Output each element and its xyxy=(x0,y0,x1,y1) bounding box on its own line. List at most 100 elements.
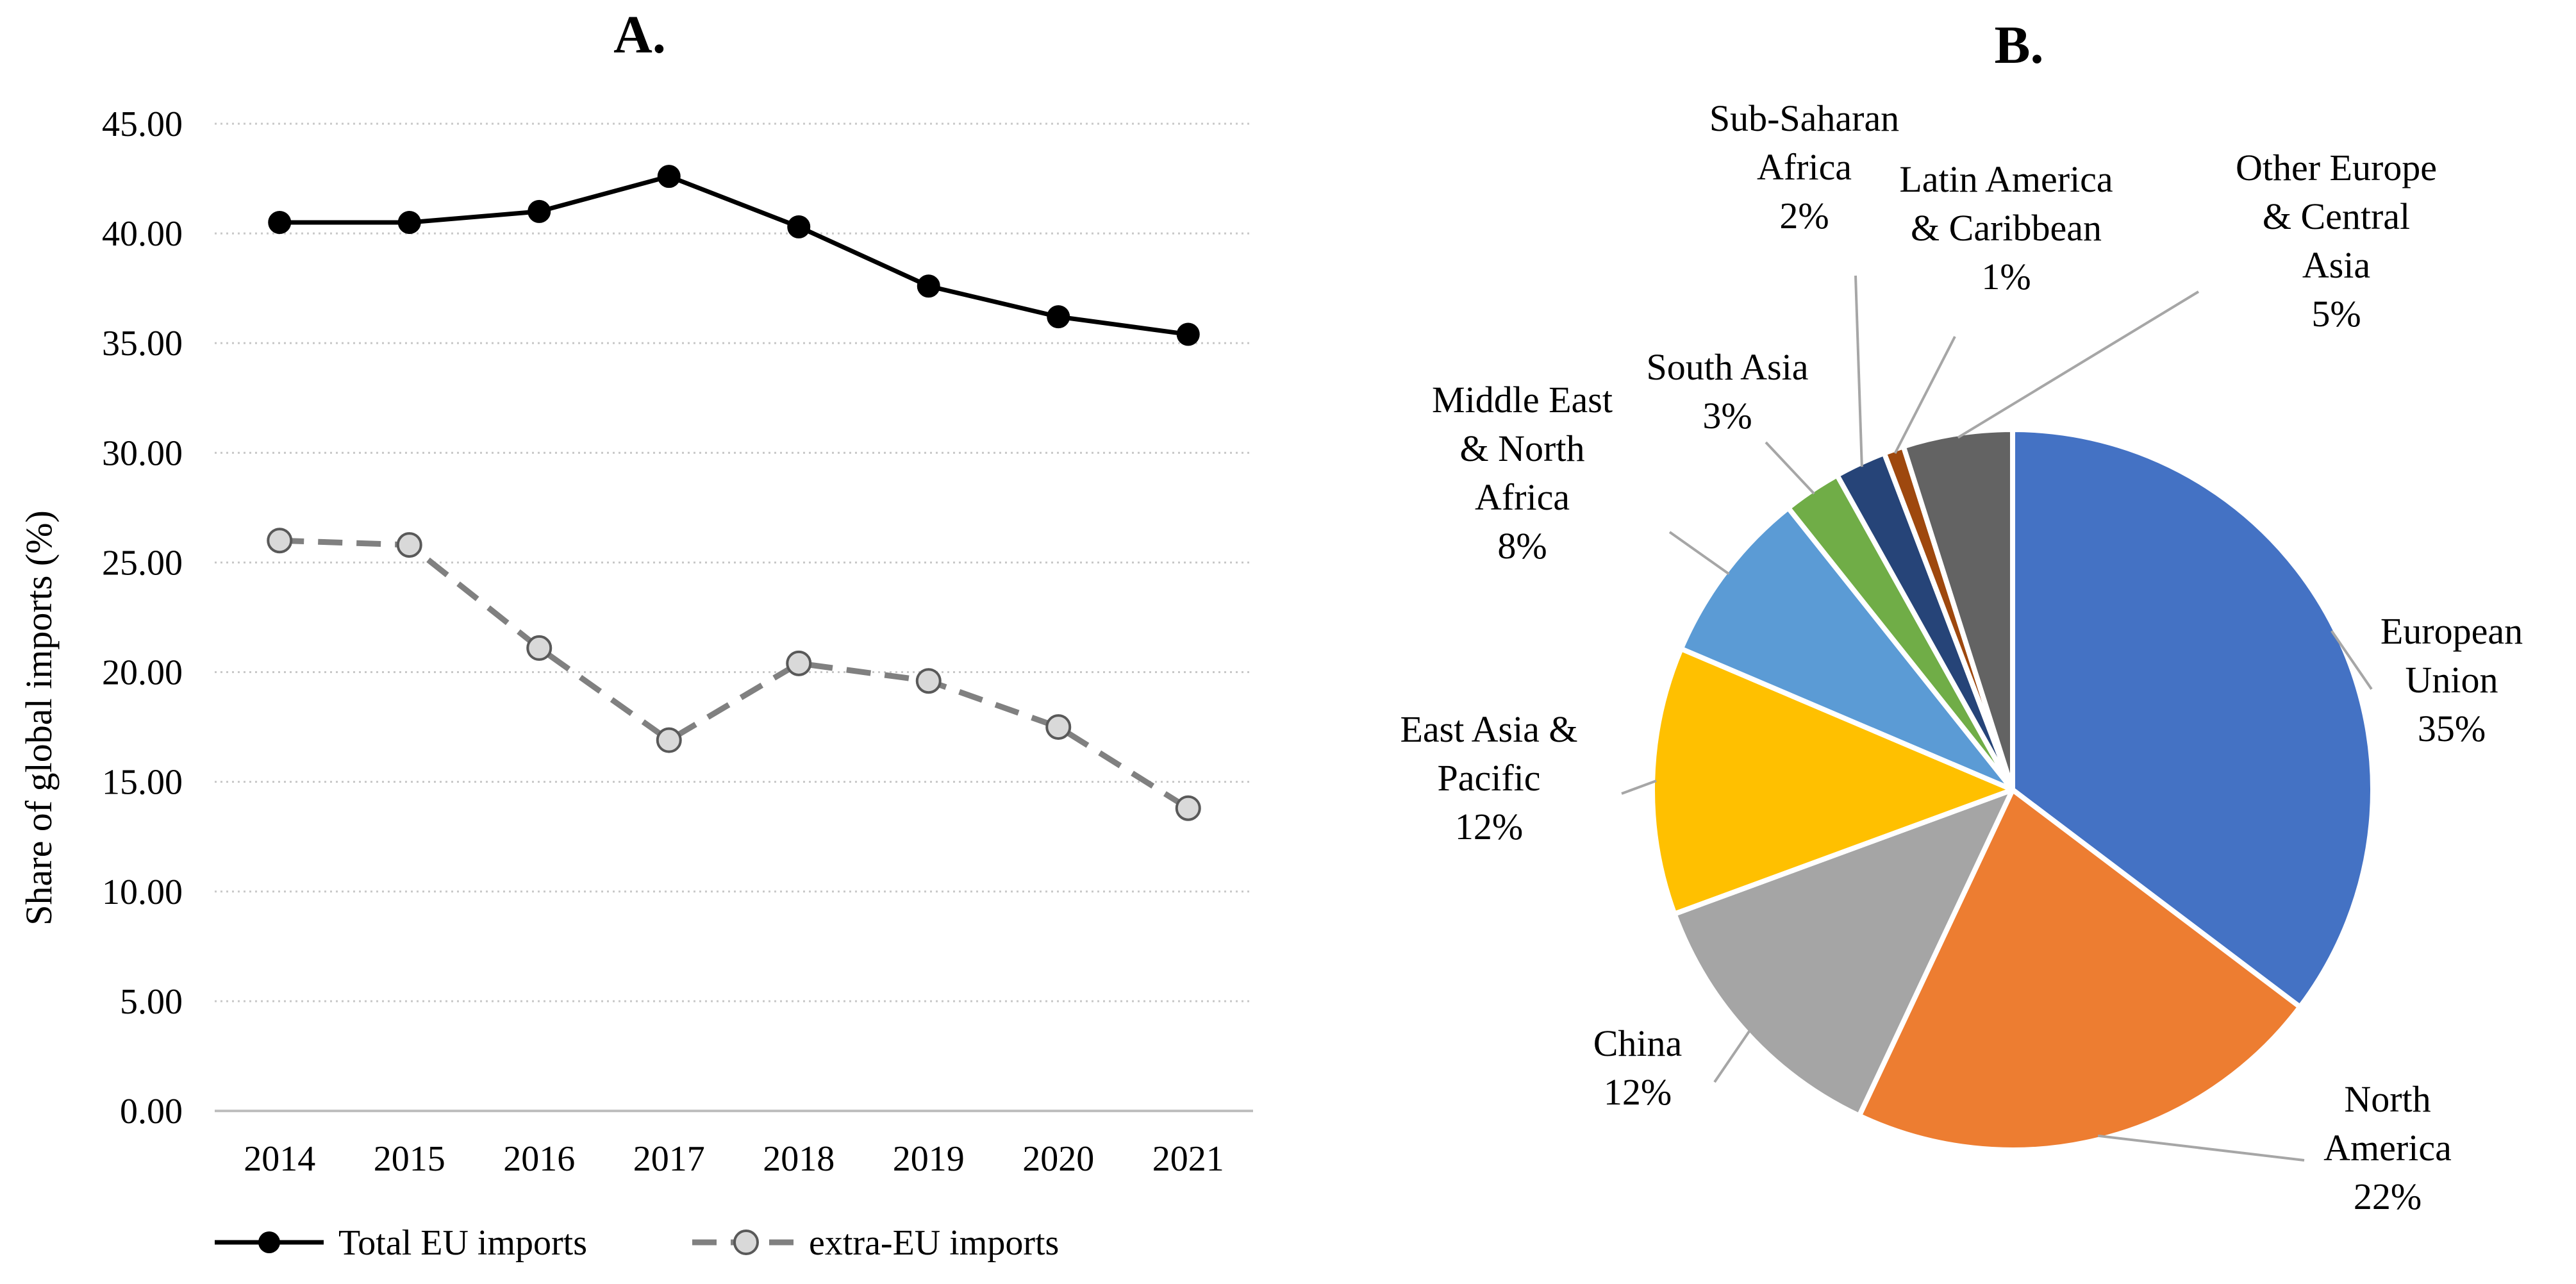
y-tick-label: 20.00 xyxy=(102,653,183,693)
line-chart-y-ticks: 0.00 5.00 10.00 15.00 20.00 25.00 30.00 35.00 40… xyxy=(102,104,183,1131)
y-axis-label: Share of global imports (%) xyxy=(18,510,60,926)
x-tick-label: 2019 xyxy=(893,1139,965,1179)
pie-leader-line xyxy=(2331,630,2373,690)
pie-label-line: East Asia & xyxy=(1400,708,1577,750)
pie-label-line: Union xyxy=(2406,659,2498,701)
x-tick-label: 2016 xyxy=(503,1139,575,1179)
y-tick-label: 35.00 xyxy=(102,324,183,363)
extra-eu-line xyxy=(279,537,1190,811)
pie-leader-line xyxy=(1668,531,1730,576)
x-tick-label: 2017 xyxy=(633,1139,705,1179)
pie-label-percent: 12% xyxy=(1455,806,1523,847)
line-chart-gridlines xyxy=(215,122,1253,1112)
pie-label-percent: 5% xyxy=(2311,293,2361,335)
pie-label-european-union: European Union 35% xyxy=(2381,610,2523,749)
pie-label-line: Pacific xyxy=(1437,757,1540,799)
total-eu-point xyxy=(268,211,292,234)
extra-eu-point xyxy=(915,668,942,694)
x-tick-label: 2014 xyxy=(244,1139,315,1179)
legend-item-extra-eu-imports: extra-EU imports xyxy=(692,1223,1059,1263)
y-tick-label: 15.00 xyxy=(102,763,183,803)
pie-label-line: South Asia xyxy=(1647,346,1809,388)
pie-chart-title: B. xyxy=(1994,15,2043,75)
pie-label-percent: 2% xyxy=(1779,195,1829,237)
pie-leader-line xyxy=(2097,1134,2305,1162)
pie-label-line: China xyxy=(1593,1022,1683,1064)
extra-eu-point xyxy=(526,635,553,661)
pie-labels: EuropeanUnion35%NorthAmerica22%China12%E… xyxy=(1400,97,2523,1217)
y-tick-label: 40.00 xyxy=(102,214,183,254)
y-tick-label: 25.00 xyxy=(102,543,183,583)
line-chart-series xyxy=(267,165,1201,821)
pie-label-line: & Caribbean xyxy=(1911,207,2102,249)
pie-leader-line xyxy=(1854,275,1863,467)
pie-label-percent: 1% xyxy=(1981,256,2031,297)
total-eu-point xyxy=(917,274,940,298)
extra-eu-point xyxy=(656,727,682,753)
pie-label-sub-saharan-africa: Sub-Saharan Africa 2% xyxy=(1709,97,1899,237)
pie-label-china: China 12% xyxy=(1593,1022,1683,1113)
total-eu-point xyxy=(787,215,811,238)
pie-slice-other-europe-central-asia xyxy=(1900,427,2015,792)
legend-label: extra-EU imports xyxy=(809,1223,1059,1263)
pie-label-south-asia: South Asia 3% xyxy=(1647,346,1809,437)
pie-slice-north-america xyxy=(1856,787,2303,1153)
extra-eu-point xyxy=(1175,795,1201,821)
pie-label-percent: 22% xyxy=(2354,1176,2422,1217)
pie-label-line: Middle East xyxy=(1432,379,1613,421)
pie-slice-european-union xyxy=(2010,427,2375,1010)
legend-marker-dashed xyxy=(733,1230,759,1255)
pie-leader-line xyxy=(1713,1030,1751,1083)
pie-slices xyxy=(1650,427,2375,1153)
pie-label-latin-america-caribbean: Latin America & Caribbean 1% xyxy=(1899,158,2113,297)
pie-label-east-asia-pacific: East Asia & Pacific 12% xyxy=(1400,708,1577,847)
total-eu-point xyxy=(528,199,551,223)
x-tick-label: 2015 xyxy=(374,1139,445,1179)
y-tick-label: 30.00 xyxy=(102,433,183,473)
pie-label-middle-east-north-africa: Middle East & North Africa 8% xyxy=(1432,379,1613,567)
pie-label-line: European xyxy=(2381,610,2523,652)
line-chart-x-ticks: 2014 2015 2016 2017 2018 2019 2020 2021 xyxy=(244,1139,1224,1179)
total-eu-point xyxy=(1047,305,1070,329)
pie-label-line: & Central xyxy=(2263,196,2410,237)
y-tick-label: 10.00 xyxy=(102,872,183,912)
total-eu-point xyxy=(657,165,681,188)
x-tick-label: 2018 xyxy=(763,1139,835,1179)
total-eu-line xyxy=(279,174,1189,337)
pie-label-line: Asia xyxy=(2302,244,2370,286)
pie-leader-line xyxy=(1893,336,1956,454)
total-eu-point xyxy=(1176,322,1200,346)
y-tick-label: 5.00 xyxy=(120,982,183,1022)
pie-label-line: Africa xyxy=(1757,146,1852,188)
line-chart-panel: A. 0.00 5.00 10.00 15.00 20.00 25.00 30.00 35.0… xyxy=(18,5,1253,1263)
line-chart-title: A. xyxy=(613,5,666,65)
pie-leader-line xyxy=(1957,290,2200,439)
legend-label: Total EU imports xyxy=(338,1223,587,1263)
extra-eu-point xyxy=(786,650,812,676)
y-tick-label: 0.00 xyxy=(120,1092,183,1131)
pie-chart-panel: B. European Union 35% North America 22% China 1… xyxy=(1400,15,2523,1217)
pie-label-line: Africa xyxy=(1475,476,1570,518)
pie-label-north-america: North America 22% xyxy=(2323,1078,2452,1217)
pie-leader-line xyxy=(1621,780,1657,795)
pie-slice-east-asia-pacific xyxy=(1650,646,2015,917)
y-tick-label: 45.00 xyxy=(102,104,183,144)
pie-label-line: Latin America xyxy=(1899,158,2113,200)
extra-eu-point xyxy=(1045,714,1072,740)
series-extra-eu-imports xyxy=(267,528,1201,821)
pie-label-other-europe-central-asia: Other Europe & Central Asia 5% xyxy=(2236,147,2437,335)
pie-label-line: Sub-Saharan xyxy=(1709,97,1899,139)
pie-label-percent: 3% xyxy=(1702,395,1752,437)
pie-label-line: & North xyxy=(1460,428,1585,469)
pie-label-line: Other Europe xyxy=(2236,147,2437,188)
pie-label-percent: 12% xyxy=(1604,1071,1672,1113)
pie-label-line: America xyxy=(2323,1127,2452,1169)
pie-label-percent: 8% xyxy=(1497,525,1547,567)
legend-marker-solid xyxy=(258,1231,280,1253)
pie-label-line: North xyxy=(2344,1078,2431,1120)
line-chart-legend: Total EU imports extra-EU imports xyxy=(215,1223,1059,1263)
extra-eu-point xyxy=(267,528,293,554)
series-total-eu-imports xyxy=(268,165,1200,346)
x-tick-label: 2021 xyxy=(1152,1139,1224,1179)
